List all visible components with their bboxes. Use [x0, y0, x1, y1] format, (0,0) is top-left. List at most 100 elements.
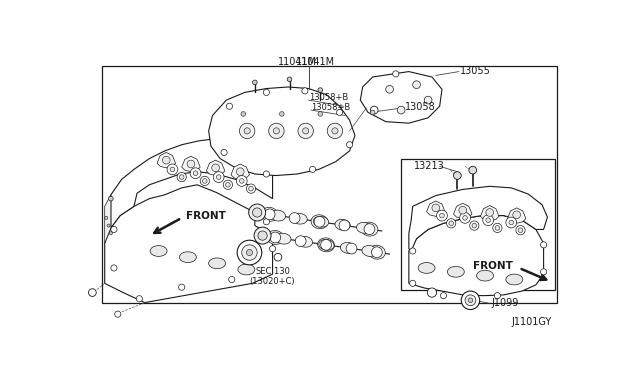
Circle shape	[269, 246, 276, 252]
Ellipse shape	[261, 207, 278, 221]
Ellipse shape	[361, 222, 378, 236]
Circle shape	[486, 209, 493, 217]
Circle shape	[310, 166, 316, 173]
Circle shape	[177, 173, 186, 182]
Circle shape	[179, 284, 185, 290]
Circle shape	[249, 204, 266, 221]
Circle shape	[321, 240, 332, 250]
Circle shape	[163, 156, 170, 164]
Text: J1101GY: J1101GY	[511, 317, 551, 327]
Polygon shape	[111, 139, 273, 228]
Text: 13058: 13058	[405, 102, 436, 112]
Circle shape	[440, 293, 447, 299]
Circle shape	[193, 171, 198, 176]
Ellipse shape	[179, 252, 196, 263]
Circle shape	[239, 179, 244, 183]
Ellipse shape	[270, 210, 285, 221]
Circle shape	[236, 176, 247, 186]
Circle shape	[249, 186, 253, 191]
Circle shape	[109, 232, 113, 235]
Ellipse shape	[506, 274, 523, 285]
Circle shape	[493, 223, 502, 232]
Text: 13058+B: 13058+B	[311, 103, 350, 112]
Circle shape	[436, 210, 447, 221]
Polygon shape	[508, 208, 526, 223]
Circle shape	[298, 123, 314, 139]
Circle shape	[246, 184, 255, 193]
Circle shape	[213, 172, 224, 183]
Circle shape	[223, 180, 232, 189]
Circle shape	[253, 208, 262, 217]
Circle shape	[339, 220, 350, 231]
Circle shape	[167, 164, 178, 175]
Ellipse shape	[238, 264, 255, 275]
Circle shape	[241, 112, 246, 116]
Circle shape	[424, 96, 432, 104]
Circle shape	[190, 168, 201, 179]
Circle shape	[518, 228, 523, 232]
Circle shape	[88, 289, 96, 296]
Circle shape	[386, 86, 394, 93]
Circle shape	[228, 276, 235, 283]
Circle shape	[541, 269, 547, 275]
Circle shape	[302, 88, 308, 94]
Polygon shape	[209, 87, 355, 176]
Ellipse shape	[150, 246, 167, 256]
Ellipse shape	[209, 258, 225, 269]
Circle shape	[509, 220, 513, 225]
Circle shape	[459, 206, 467, 214]
Circle shape	[332, 128, 338, 134]
Circle shape	[449, 221, 454, 225]
Circle shape	[212, 164, 220, 172]
Circle shape	[513, 211, 520, 219]
Circle shape	[314, 217, 325, 227]
Circle shape	[440, 213, 444, 218]
Text: FRONT: FRONT	[473, 262, 513, 272]
Circle shape	[483, 215, 493, 225]
Circle shape	[428, 288, 436, 297]
Circle shape	[216, 175, 221, 179]
Text: 13055: 13055	[460, 66, 492, 76]
Circle shape	[236, 168, 244, 176]
Circle shape	[253, 80, 257, 85]
Circle shape	[225, 183, 230, 187]
Circle shape	[410, 280, 416, 286]
Circle shape	[447, 219, 456, 228]
Ellipse shape	[297, 236, 312, 247]
Ellipse shape	[317, 238, 335, 252]
Circle shape	[371, 110, 375, 115]
Ellipse shape	[369, 245, 385, 259]
Circle shape	[107, 224, 110, 227]
Ellipse shape	[447, 266, 464, 277]
Circle shape	[254, 227, 271, 244]
Circle shape	[280, 112, 284, 116]
Circle shape	[371, 247, 382, 258]
Text: 11041M: 11041M	[278, 57, 317, 67]
Circle shape	[227, 103, 232, 109]
Ellipse shape	[311, 215, 328, 229]
Circle shape	[465, 295, 476, 306]
Circle shape	[432, 204, 440, 212]
Polygon shape	[360, 71, 442, 123]
Polygon shape	[157, 153, 175, 168]
Circle shape	[470, 221, 479, 230]
Circle shape	[246, 250, 253, 256]
Ellipse shape	[418, 263, 435, 273]
Circle shape	[346, 142, 353, 148]
Polygon shape	[182, 156, 200, 172]
Circle shape	[179, 175, 184, 179]
Ellipse shape	[319, 240, 334, 250]
Circle shape	[115, 311, 121, 317]
Circle shape	[111, 226, 117, 232]
Ellipse shape	[477, 270, 493, 281]
Polygon shape	[409, 216, 543, 296]
Polygon shape	[481, 206, 499, 221]
Circle shape	[202, 179, 207, 183]
Text: FRONT: FRONT	[186, 211, 225, 221]
Circle shape	[109, 196, 113, 201]
Circle shape	[237, 240, 262, 265]
Circle shape	[170, 167, 175, 172]
Circle shape	[263, 89, 269, 96]
Circle shape	[541, 242, 547, 248]
Ellipse shape	[335, 219, 350, 230]
